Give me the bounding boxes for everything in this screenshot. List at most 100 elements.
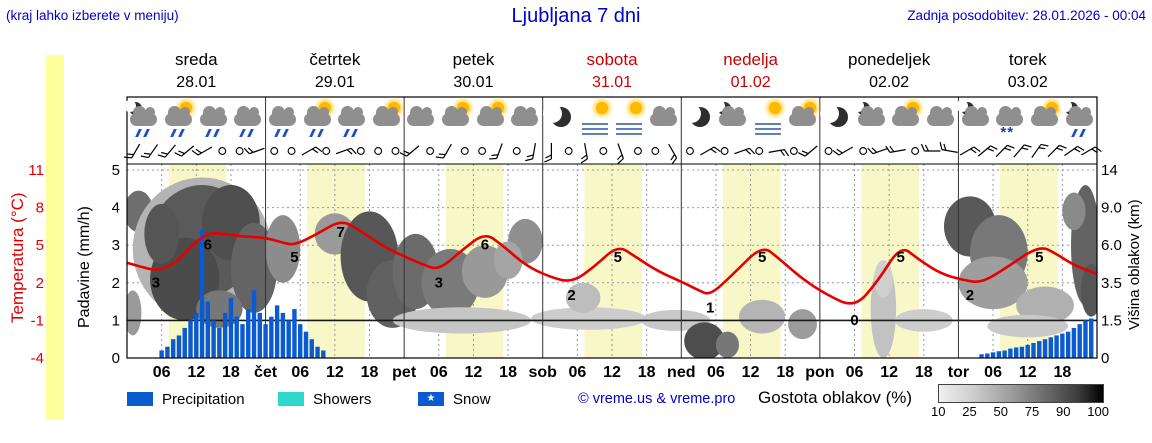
rain-icon — [343, 129, 359, 137]
rain-icon — [274, 129, 289, 137]
temp-extreme-label: 2 — [966, 287, 974, 304]
precipitation-bar — [228, 297, 234, 358]
precipitation-bar — [240, 324, 245, 358]
day-name: petek — [452, 50, 495, 69]
cloud-icon — [996, 106, 1024, 126]
cloud-icon — [857, 106, 885, 126]
precipitation-bar — [1031, 342, 1036, 358]
day-header-cell: sreda 28.01 — [127, 50, 266, 92]
wind-barb-icon — [977, 145, 998, 157]
day-header-cell: torek 03.02 — [958, 50, 1097, 92]
cloud-icon — [268, 106, 296, 126]
temp-extreme-label: 6 — [481, 237, 489, 254]
time-label: 06 — [984, 364, 1002, 381]
cloud-scale-tick: 10 — [931, 404, 946, 419]
cloud-icon — [164, 106, 192, 126]
cloud-density-scale-ticks: 10 25 50 75 90 100 — [931, 404, 1109, 419]
precipitation-bar — [1077, 324, 1082, 358]
precipitation-bar — [309, 339, 314, 358]
time-label: 12 — [326, 364, 344, 381]
cloud-density-layer — [127, 177, 1097, 358]
precipitation-bar — [1071, 327, 1077, 358]
temperature-tick: 5 — [36, 237, 44, 254]
cloud-icon — [1065, 106, 1093, 126]
rain-icon — [308, 129, 324, 137]
wind-barb-icon — [1047, 144, 1067, 158]
temperature-axis-strip — [46, 55, 64, 420]
wind-barb-icon — [140, 144, 159, 159]
cloud-height-tick: 1.5 — [1101, 312, 1122, 329]
wind-calm-icon — [374, 147, 383, 155]
cloud-height-tick: 14 — [1101, 162, 1118, 179]
cloud-icon — [338, 106, 366, 126]
rain-icon — [1070, 129, 1086, 137]
precipitation-bar — [1013, 347, 1019, 358]
wind-barb-icon — [1081, 146, 1102, 156]
sun-cloud-rain-weather-icon — [161, 100, 197, 140]
cloud-icon — [961, 106, 989, 126]
fog-icon — [754, 123, 781, 135]
time-label: 06 — [707, 364, 725, 381]
temp-extreme-label: 5 — [290, 249, 298, 266]
cloud-icon — [649, 106, 677, 126]
cloud-blob — [958, 256, 1028, 310]
day-abbr-label: ned — [667, 364, 695, 381]
sun-cloud-weather-icon — [1027, 100, 1063, 140]
cloud-blob — [739, 299, 786, 334]
sun-fog-weather-icon — [577, 100, 613, 140]
cloud-blob — [144, 203, 179, 264]
day-date: 30.01 — [453, 74, 494, 91]
rain-icon — [135, 129, 151, 137]
precipitation-bar — [1065, 331, 1071, 358]
precipitation-tick: 0 — [112, 350, 120, 367]
wind-calm-icon — [789, 147, 798, 155]
precipitation-bar — [315, 346, 320, 358]
time-label: 12 — [465, 364, 483, 381]
wind-calm-icon — [218, 147, 227, 155]
temperature-tick: -4 — [31, 350, 44, 367]
wind-calm-icon — [685, 147, 694, 155]
wind-barb-icon — [1013, 144, 1032, 158]
cloud-blob — [531, 307, 647, 330]
day-abbr-label: pon — [805, 364, 834, 381]
precipitation-bar — [298, 324, 303, 358]
precipitation-bar — [1002, 350, 1007, 358]
wind-barb-icon — [797, 145, 818, 157]
credit-link[interactable]: © vreme.us & vreme.pro — [578, 391, 736, 407]
sun-icon — [595, 102, 608, 114]
sun-cloud-weather-icon — [369, 100, 405, 140]
cloud-blob — [684, 322, 725, 358]
precipitation-bar — [985, 353, 990, 358]
cloud-blob — [874, 260, 893, 298]
temperature-tick: 2 — [36, 275, 44, 292]
cloud-rain-weather-icon — [265, 100, 301, 140]
day-header-cell: ponedeljek 02.02 — [820, 50, 959, 92]
cloud-scale-tick: 25 — [962, 404, 977, 419]
day-header-cell: nedelja 01.02 — [681, 50, 820, 92]
time-label: 06 — [291, 364, 309, 381]
precipitation-tick: 3 — [112, 237, 120, 254]
rain-icon — [239, 129, 255, 137]
precipitation-bar — [246, 309, 251, 358]
day-name: četrtek — [309, 50, 361, 69]
time-label: 18 — [776, 364, 794, 381]
wind-calm-icon — [911, 147, 920, 155]
time-label: 12 — [1019, 364, 1037, 381]
precipitation-tick: 1 — [112, 312, 120, 329]
wind-calm-icon — [460, 147, 469, 155]
wind-barb-icon — [939, 142, 958, 153]
cloud-icon — [372, 106, 400, 126]
precipitation-bar — [280, 312, 286, 358]
precipitation-bar — [217, 327, 222, 358]
day-header-cell: sobota 31.01 — [543, 50, 682, 92]
wind-calm-icon — [235, 147, 244, 155]
wind-barb-icon — [832, 146, 854, 156]
cloud-blob — [127, 290, 142, 336]
precipitation-bar — [286, 320, 291, 358]
temp-extreme-label: 1 — [706, 299, 714, 316]
day-date: 29.01 — [314, 74, 355, 91]
wind-calm-icon — [287, 147, 296, 155]
cloud-icon — [303, 106, 331, 126]
cloud-icon — [234, 106, 262, 126]
wind-barb-icon — [399, 145, 420, 157]
